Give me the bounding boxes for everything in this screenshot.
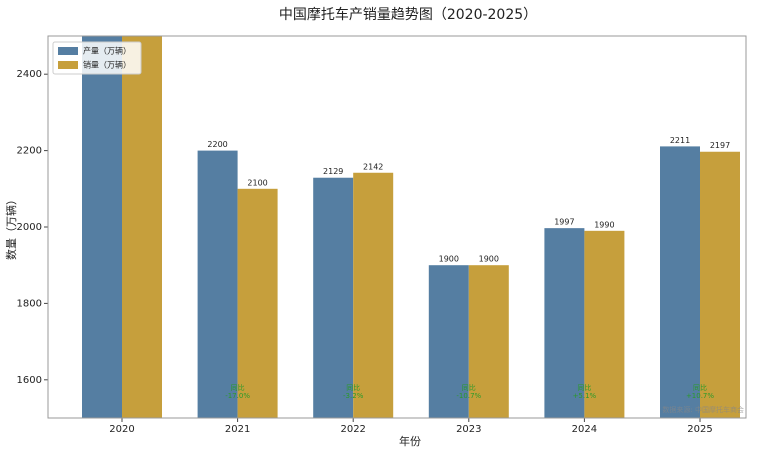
bar: [584, 230, 625, 418]
x-tick-label: 2024: [572, 424, 597, 435]
plot-area: [82, 36, 740, 418]
y-tick-label: 1800: [17, 298, 42, 309]
annotation: -17.0%: [225, 392, 250, 400]
legend-swatch: [58, 47, 78, 55]
x-tick-label: 2020: [109, 424, 134, 435]
y-tick-label: 2400: [17, 69, 42, 80]
data-label: 1900: [479, 255, 499, 264]
y-axis-label: 数量（万辆）: [4, 194, 18, 260]
plot-frame: [47, 35, 747, 419]
bar: [700, 151, 740, 418]
y-tick-label: 2000: [17, 222, 42, 233]
x-tick-label: 2023: [456, 424, 481, 435]
annotation: 同比: [346, 383, 360, 392]
data-label: 1900: [439, 255, 459, 264]
y-tick-label: 2200: [17, 146, 42, 157]
bar: [122, 36, 162, 418]
bar: [660, 146, 700, 418]
annotation: -3.2%: [343, 392, 364, 400]
x-tick-label: 2022: [340, 424, 365, 435]
bar: [82, 36, 122, 418]
bar: [353, 172, 394, 418]
data-label: 2129: [323, 167, 343, 176]
annotation: 同比: [462, 383, 476, 392]
annotation: 同比: [231, 383, 245, 392]
data-label: 2200: [207, 140, 227, 149]
chart-title: 中国摩托车产销量趋势图（2020-2025）: [279, 6, 537, 23]
bar: [544, 228, 585, 418]
legend-label: 销量（万辆）: [83, 60, 131, 70]
x-tick-label: 2025: [687, 424, 712, 435]
legend-label: 产量（万辆）: [83, 46, 131, 56]
annotation: +5.1%: [573, 392, 597, 400]
annotation: +10.7%: [686, 392, 714, 400]
bar: [197, 150, 238, 418]
data-label: 1990: [594, 220, 614, 229]
data-label: 2142: [363, 162, 383, 171]
source-note: 数据来源: 中国摩托车商会: [662, 405, 744, 414]
x-axis-label: 年份: [399, 434, 421, 448]
annotation: -10.7%: [456, 392, 481, 400]
data-label: 2197: [710, 141, 730, 150]
annotation: 同比: [693, 383, 707, 392]
data-label: 2211: [670, 136, 690, 145]
data-label: 1997: [554, 218, 574, 227]
data-label: 2100: [247, 178, 267, 187]
y-tick-label: 1600: [17, 375, 42, 386]
annotation: 同比: [577, 383, 591, 392]
bar: [313, 177, 354, 418]
x-tick-label: 2021: [225, 424, 250, 435]
legend-swatch: [58, 61, 78, 69]
bar: [468, 265, 509, 418]
bar: [237, 188, 278, 418]
bar: [428, 265, 469, 418]
